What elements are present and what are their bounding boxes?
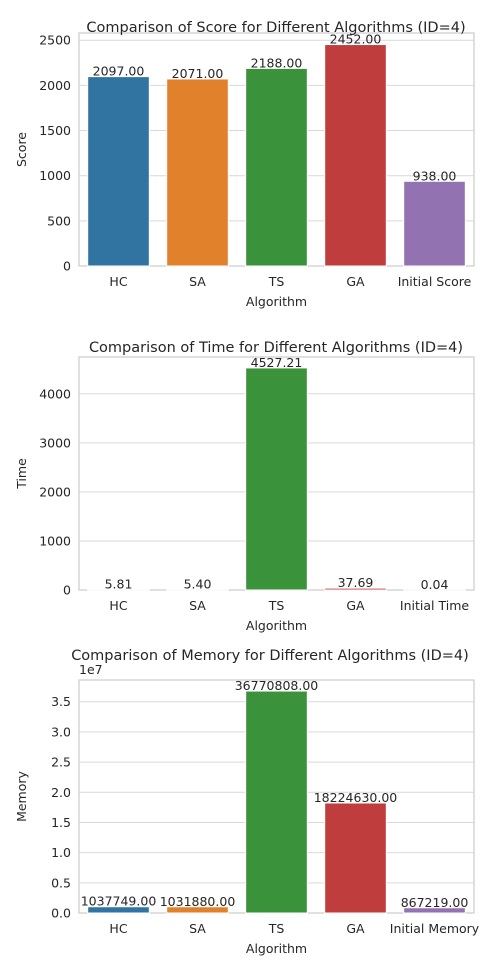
bar-ga — [324, 44, 387, 267]
y-tick-label: 3000 — [39, 435, 71, 450]
x-tick-label: GA — [346, 274, 365, 289]
x-tick-label: Initial Score — [398, 274, 472, 289]
x-tick-label: HC — [109, 598, 127, 613]
bar-initial-score — [403, 180, 466, 267]
bar-value-label: 1037749.00 — [81, 894, 157, 909]
bar-value-label: 2097.00 — [93, 64, 145, 79]
bar-value-label: 938.00 — [413, 168, 457, 183]
y-tick-label: 2.0 — [51, 785, 71, 800]
chart-title: Comparison of Time for Different Algorit… — [89, 340, 463, 356]
chart-3: 0.0 0.5 1.0 1.5 2.0 2.5 3.0 3.5 1037749.00 HC 1031… — [14, 648, 480, 956]
y-tick-label: 3.5 — [51, 694, 71, 709]
y-tick-label: 3.0 — [51, 724, 71, 739]
bar-hc — [87, 906, 150, 914]
y-tick-label: 2500 — [39, 33, 71, 48]
bar-sa — [166, 78, 229, 267]
y-tick-label: 1.0 — [51, 845, 71, 860]
y-tick-label: 500 — [47, 213, 71, 228]
x-tick-label: Initial Time — [400, 598, 469, 613]
bar-sa — [166, 906, 229, 914]
bar-value-label: 18224630.00 — [314, 790, 398, 805]
bar-initial-memory — [403, 907, 466, 914]
y-tick-label: 1000 — [39, 533, 71, 548]
x-tick-label: TS — [268, 598, 285, 613]
y-tick-label: 1000 — [39, 168, 71, 183]
bar-ts — [245, 690, 308, 914]
chart-1: 0 500 1000 1500 2000 2500 2097.00 HC 2071.00 SA 21… — [14, 20, 475, 309]
x-tick-label: TS — [268, 921, 285, 936]
x-tick-label: SA — [189, 274, 206, 289]
x-tick-label: Initial Memory — [390, 921, 480, 936]
x-tick-label: HC — [109, 921, 127, 936]
bar-value-label: 0.04 — [421, 577, 449, 592]
y-tick-label: 2.5 — [51, 755, 71, 770]
x-tick-label: SA — [189, 598, 206, 613]
bar-value-label: 867219.00 — [401, 895, 469, 910]
y-axis-label: Memory — [14, 770, 29, 821]
x-axis-label: Algorithm — [246, 941, 307, 956]
bar-ga — [324, 802, 387, 914]
y-tick-label: 1500 — [39, 123, 71, 138]
y-tick-label: 2000 — [39, 484, 71, 499]
bar-value-label: 5.40 — [184, 577, 212, 592]
y-tick-label: 0 — [63, 583, 71, 598]
x-axis-label: Algorithm — [246, 294, 307, 309]
y-tick-label: 0 — [63, 259, 71, 274]
y-tick-label: 1.5 — [51, 815, 71, 830]
bar-ts — [245, 367, 308, 591]
x-axis-label: Algorithm — [246, 618, 307, 633]
chart-title: Comparison of Memory for Different Algor… — [71, 648, 469, 664]
x-tick-label: HC — [109, 274, 127, 289]
y-tick-label: 4000 — [39, 386, 71, 401]
chart-title: Comparison of Score for Different Algori… — [86, 20, 465, 36]
bar-value-label: 2452.00 — [330, 32, 382, 47]
bar-value-label: 1031880.00 — [160, 894, 236, 909]
x-tick-label: GA — [346, 921, 365, 936]
y-axis-label: Time — [14, 458, 29, 490]
x-tick-label: GA — [346, 598, 365, 613]
bar-value-label: 5.81 — [105, 577, 133, 592]
bar-value-label: 37.69 — [338, 575, 374, 590]
y-axis-offset-text: 1e7 — [79, 662, 103, 677]
y-tick-label: 0.0 — [51, 906, 71, 921]
y-tick-label: 2000 — [39, 78, 71, 93]
y-axis-label: Score — [14, 132, 29, 167]
bar-value-label: 4527.21 — [251, 355, 303, 370]
bar-value-label: 2071.00 — [172, 66, 224, 81]
x-tick-label: TS — [268, 274, 285, 289]
bar-hc — [87, 76, 150, 267]
bar-ts — [245, 67, 308, 267]
y-tick-label: 0.5 — [51, 875, 71, 890]
x-tick-label: SA — [189, 921, 206, 936]
bar-ga — [324, 587, 387, 591]
bar-value-label: 2188.00 — [251, 55, 303, 70]
bar-value-label: 36770808.00 — [235, 678, 319, 693]
chart-2: 0 1000 2000 3000 4000 5.81 HC 5.40 SA 4527.21 TS 37… — [14, 340, 475, 633]
